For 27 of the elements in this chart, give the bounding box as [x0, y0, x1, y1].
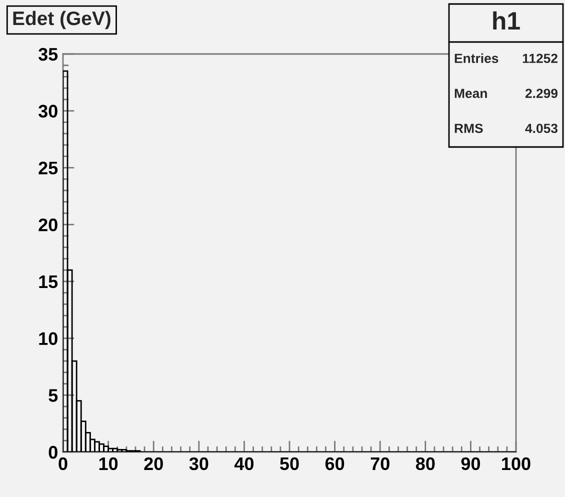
y-tick-label: 35: [38, 48, 58, 61]
y-tick-label: 20: [38, 218, 58, 232]
x-tick-label: 60: [325, 457, 344, 470]
x-tick-label: 0: [58, 457, 68, 470]
text: 2.299: [525, 88, 558, 98]
x-tick-label: 80: [416, 457, 435, 470]
text: 11252: [522, 54, 558, 64]
y-tick-label: 15: [39, 276, 58, 288]
x-tick-label: 50: [280, 457, 299, 470]
text: h1: [493, 11, 520, 30]
text: 4.053: [525, 124, 558, 134]
y-tick-label: 25: [38, 162, 58, 174]
y-tick-label: 10: [39, 332, 58, 346]
annotation: Entries: [454, 53, 498, 64]
annotation: RMS: [454, 124, 483, 134]
y-tick-label: 5: [48, 389, 58, 402]
chart-title: Edet (GeV): [13, 10, 110, 30]
x-tick-label: 20: [144, 457, 163, 470]
x-tick-label: 90: [461, 457, 480, 470]
y-tick-label: 0: [48, 446, 58, 459]
x-tick-label: 100: [502, 457, 530, 470]
x-tick-label: 30: [189, 457, 208, 470]
x-tick-label: 70: [370, 457, 390, 470]
x-tick-label: 40: [234, 457, 254, 470]
annotation: Mean: [454, 88, 487, 98]
x-tick-label: 10: [99, 457, 118, 470]
y-tick-label: 30: [38, 104, 58, 118]
